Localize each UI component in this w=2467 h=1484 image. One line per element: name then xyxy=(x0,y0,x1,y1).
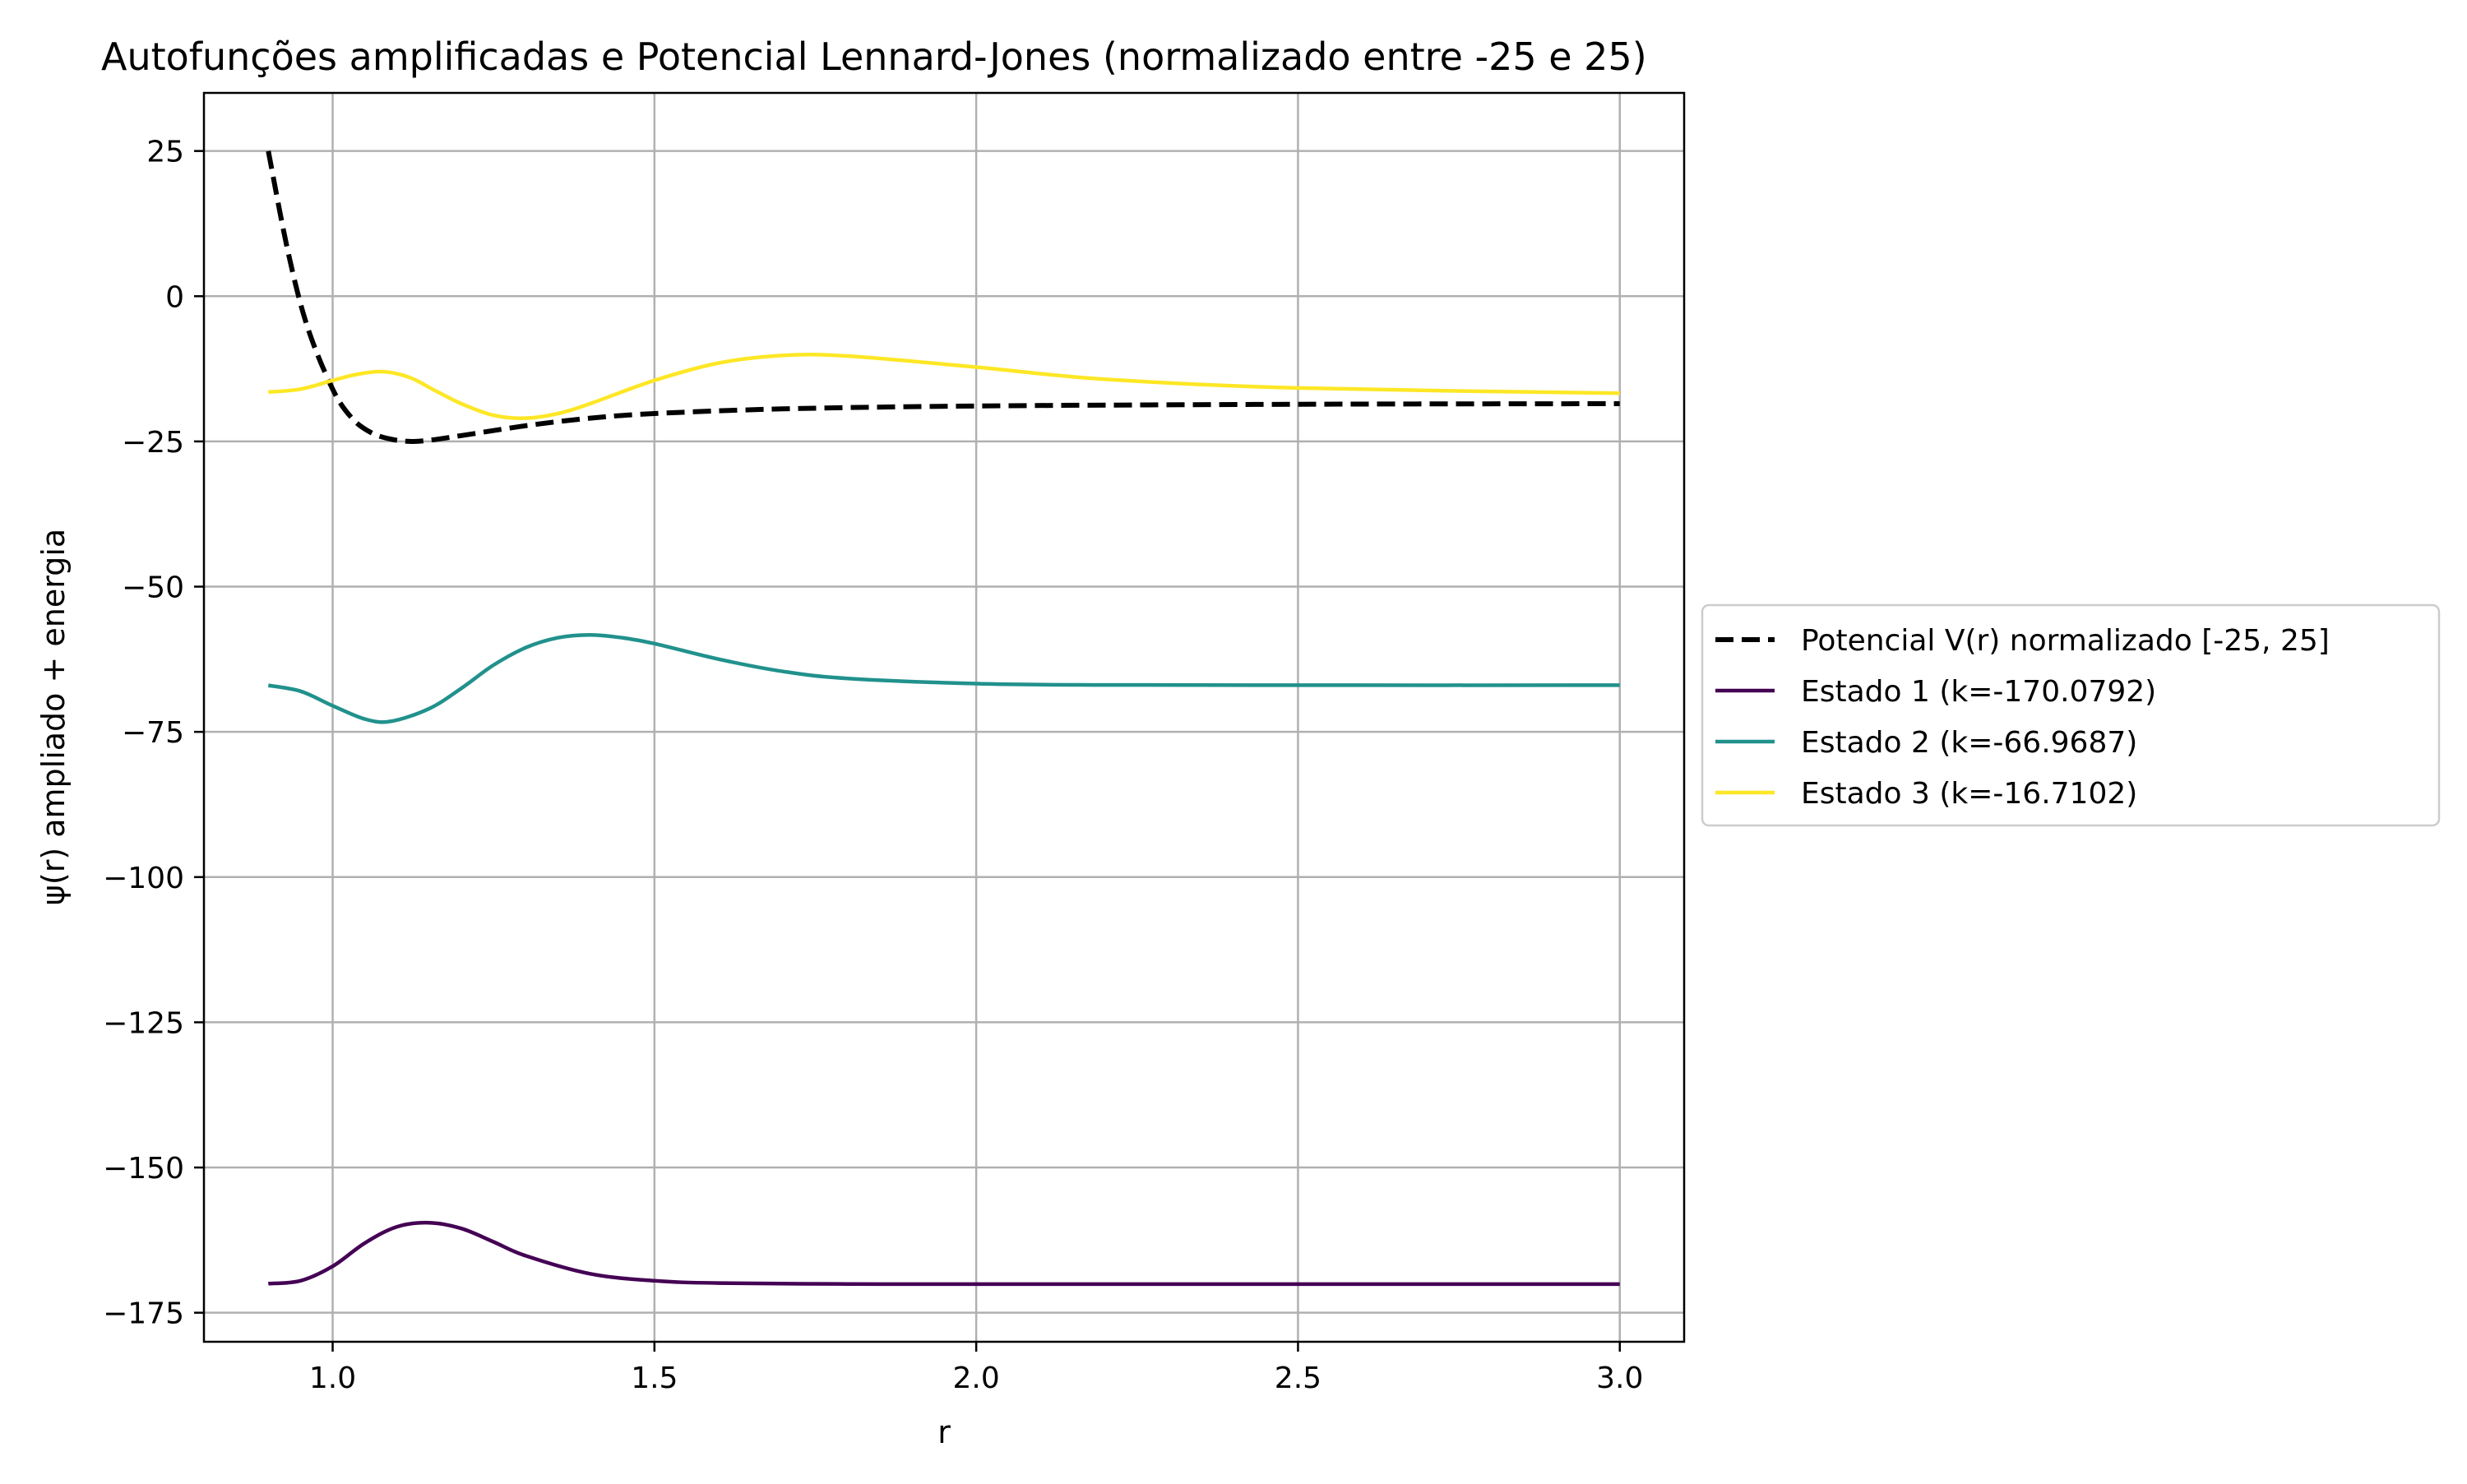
y-tick-label: −150 xyxy=(103,1152,184,1186)
y-tick-label: −175 xyxy=(103,1297,184,1331)
legend-label: Potencial V(r) normalizado [-25, 25] xyxy=(1801,624,2330,658)
y-tick-label: −100 xyxy=(103,862,184,895)
x-tick-label: 2.5 xyxy=(1275,1361,1321,1395)
series-line-estado-3-k-16-7102 xyxy=(268,353,1620,420)
x-tick-label: 3.0 xyxy=(1596,1361,1643,1395)
y-tick-label: 25 xyxy=(146,136,184,169)
legend-label: Estado 1 (k=-170.0792) xyxy=(1801,675,2156,709)
x-axis-label: r xyxy=(937,1414,951,1450)
y-axis-label: ψ(r) ampliado + energia xyxy=(35,529,72,905)
y-tick-label: −75 xyxy=(122,716,184,750)
x-tick-label: 2.0 xyxy=(952,1361,999,1395)
legend: Potencial V(r) normalizado [-25, 25] Esta… xyxy=(1701,603,2441,827)
legend-label: Estado 3 (k=-16.7102) xyxy=(1801,777,2137,811)
chart-title: Autofunções amplificadas e Potencial Len… xyxy=(101,35,1647,79)
series-line-estado-2-k-66-9687 xyxy=(267,632,1620,724)
y-tick-label: 0 xyxy=(165,280,184,314)
legend-box xyxy=(1701,603,2441,827)
plot-frame xyxy=(202,91,1686,1343)
series-line-potencial-v-r-normalizado-25-25 xyxy=(266,150,1620,444)
y-tick-label: −125 xyxy=(103,1006,184,1040)
legend-label: Estado 2 (k=-66.9687) xyxy=(1801,726,2137,760)
series-line-estado-1-k-170-0792 xyxy=(268,1220,1620,1287)
x-tick-label: 1.5 xyxy=(631,1361,678,1395)
x-tick-label: 1.0 xyxy=(309,1361,356,1395)
y-tick-label: −50 xyxy=(122,571,184,605)
y-tick-label: −25 xyxy=(122,426,184,460)
